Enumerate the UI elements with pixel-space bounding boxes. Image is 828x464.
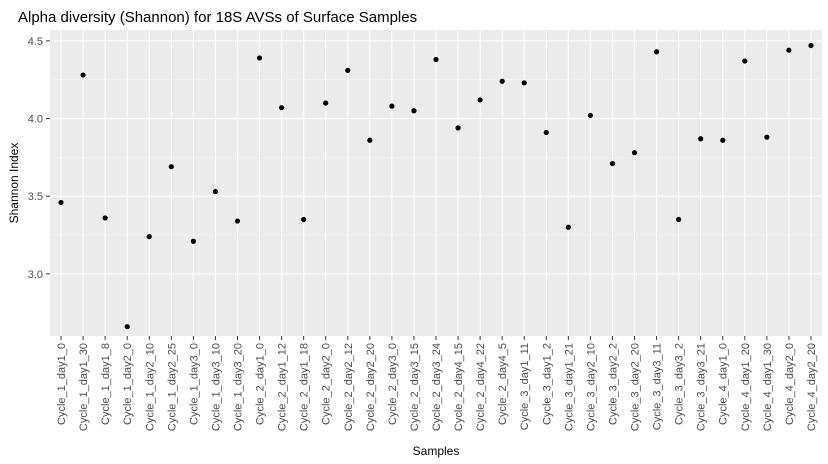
x-tick-label: Cycle_1_day3_0 [188,343,200,425]
data-point [587,112,594,119]
x-tick-label: Cycle_3_day2_20 [630,343,642,431]
x-tick-label: Cycle_2_day4_5 [497,343,509,425]
x-tick-label: Cycle_2_day2_20 [365,343,377,431]
x-tick-label: Cycle_2_day1_12 [277,343,289,431]
y-axis-ticks: 3.0 3.5 4.0 4.5 [28,36,50,281]
grid-lines [50,30,822,336]
x-tick-label: Cycle_2_day3_15 [409,343,421,431]
y-tick-label: 4.0 [28,114,43,126]
data-point [279,105,285,111]
data-point [609,160,616,167]
data-point [543,129,549,136]
x-tick-label: Cycle_3_day1_11 [519,343,531,430]
data-point [720,137,726,143]
x-tick-label: Cycle_1_day3_20 [232,343,244,431]
x-tick-label: Cycle_3_day1_2 [541,343,553,425]
y-tick-label: 4.5 [28,36,43,48]
x-axis-ticks: Cycle_1_day1_0 Cycle_1_day1_30 Cycle_1_day… [56,336,818,431]
x-tick-label: Cycle_1_day1_8 [100,343,112,425]
data-point [234,218,241,224]
data-point [146,233,152,240]
x-tick-label: Cycle_4_day1_0 [718,343,730,425]
data-point [499,78,505,84]
data-point [477,97,483,103]
x-tick-label: Cycle_3_day1_21 [563,343,575,431]
data-point [80,72,86,78]
x-tick-label: Cycle_4_day1_20 [740,343,752,431]
x-tick-label: Cycle_4_day2_20 [806,343,818,431]
x-tick-label: Cycle_2_day1_0 [255,343,267,425]
x-tick-label: Cycle_1_day2_10 [144,343,156,431]
x-tick-label: Cycle_4_day2_0 [784,343,796,425]
y-tick-label: 3.0 [28,269,43,281]
data-point [631,150,638,156]
x-tick-label: Cycle_1_day2_0 [122,343,134,425]
x-tick-label: Cycle_1_day2_25 [166,343,178,431]
data-point [521,80,527,86]
data-point [411,108,417,114]
x-tick-label: Cycle_1_day3_10 [210,343,222,431]
data-point [676,216,682,223]
x-tick-label: Cycle_4_day1_30 [762,343,774,431]
x-tick-label: Cycle_3_day3_21 [696,343,708,431]
chart-title: Alpha diversity (Shannon) for 18S AVSs o… [18,9,417,26]
data-point [455,125,461,131]
data-point [389,103,395,109]
data-point [367,137,373,143]
data-point [256,55,263,61]
data-point [433,56,439,63]
data-point [653,49,660,55]
data-points [58,42,814,330]
x-tick-label: Cycle_2_day4_15 [453,343,465,431]
x-tick-label: Cycle_2_day4_22 [475,343,487,431]
x-tick-label: Cycle_2_day2_0 [321,343,333,425]
x-tick-label: Cycle_2_day2_12 [343,343,355,431]
data-point [565,224,571,230]
data-point [58,199,64,206]
data-point [698,136,704,142]
data-point [786,47,792,53]
x-axis-title: Samples [413,444,460,458]
data-point [190,238,196,244]
y-tick-label: 3.5 [28,191,43,203]
data-point [742,58,748,64]
x-tick-label: Cycle_2_day3_24 [431,343,443,431]
data-point [168,164,174,170]
data-point [764,134,770,140]
data-point [345,67,351,73]
data-point [301,216,307,223]
data-point [212,188,219,195]
x-tick-label: Cycle_1_day1_0 [56,343,68,425]
data-point [323,100,329,106]
x-tick-label: Cycle_2_day3_0 [387,343,399,425]
data-point [808,42,814,49]
x-tick-label: Cycle_3_day2_10 [585,343,597,431]
x-tick-label: Cycle_3_day2_2 [607,343,619,425]
data-point [124,324,130,330]
data-point [102,215,108,221]
x-tick-label: Cycle_3_day3_11 [652,343,664,430]
x-tick-label: Cycle_1_day1_30 [78,343,90,431]
x-tick-label: Cycle_2_day1_18 [299,343,311,431]
y-axis-title: Shannon Index [7,143,21,224]
x-tick-label: Cycle_3_day3_2 [674,343,686,425]
